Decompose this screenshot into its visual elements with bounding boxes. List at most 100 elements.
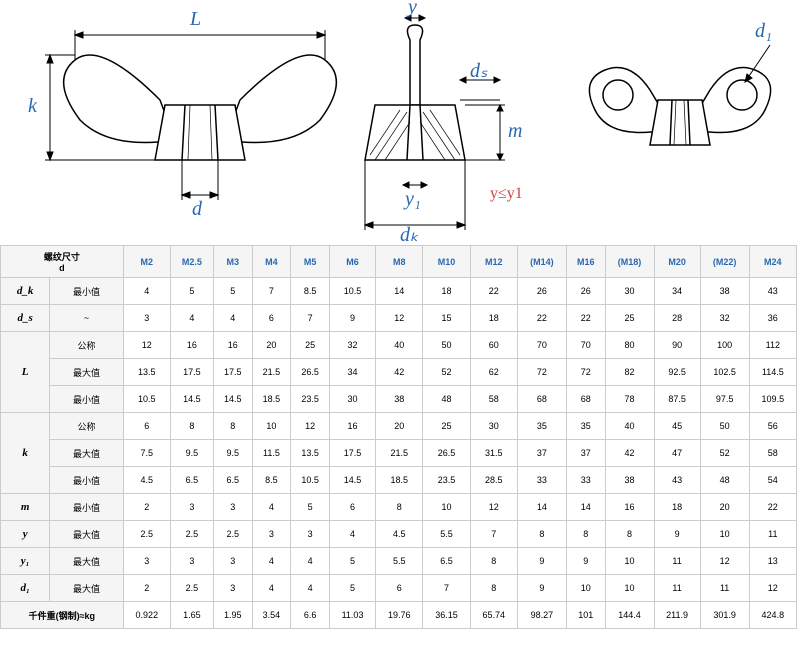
cell: 0.922 bbox=[123, 602, 170, 629]
cell: 98.27 bbox=[517, 602, 566, 629]
row-param: d_k bbox=[1, 278, 50, 305]
cell: 1.95 bbox=[213, 602, 252, 629]
cell: 37 bbox=[517, 440, 566, 467]
cell: 8 bbox=[170, 413, 213, 440]
cell: 6.5 bbox=[170, 467, 213, 494]
size-col: (M18) bbox=[605, 246, 654, 278]
cell: 38 bbox=[376, 386, 423, 413]
cell: 5 bbox=[213, 278, 252, 305]
cell: 56 bbox=[749, 413, 796, 440]
cell: 80 bbox=[605, 332, 654, 359]
cell: 10 bbox=[252, 413, 291, 440]
cell: 3 bbox=[123, 305, 170, 332]
cell: 5 bbox=[329, 575, 375, 602]
row-sub: 最小值 bbox=[50, 278, 123, 305]
cell: 5 bbox=[329, 548, 375, 575]
cell: 14 bbox=[517, 494, 566, 521]
cell: 4 bbox=[291, 548, 330, 575]
size-col: (M14) bbox=[517, 246, 566, 278]
cell: 4 bbox=[252, 575, 291, 602]
row-sub: 公称 bbox=[50, 332, 123, 359]
thread-size-header: 螺纹尺寸 d bbox=[1, 246, 124, 278]
cell: 40 bbox=[605, 413, 654, 440]
cell: 23.5 bbox=[291, 386, 330, 413]
cell: 2 bbox=[123, 575, 170, 602]
cell: 90 bbox=[654, 332, 700, 359]
cell: 25 bbox=[605, 305, 654, 332]
row-param: d₁ bbox=[1, 575, 50, 602]
size-col: M8 bbox=[376, 246, 423, 278]
cell: 92.5 bbox=[654, 359, 700, 386]
cell: 15 bbox=[423, 305, 470, 332]
cell: 2 bbox=[123, 494, 170, 521]
row-sub: 最小值 bbox=[50, 494, 123, 521]
row-param: y₁ bbox=[1, 548, 50, 575]
cell: 18 bbox=[423, 278, 470, 305]
cell: 144.4 bbox=[605, 602, 654, 629]
cell: 8 bbox=[470, 548, 517, 575]
cell: 25 bbox=[291, 332, 330, 359]
size-col: M12 bbox=[470, 246, 517, 278]
row-param: d_s bbox=[1, 305, 50, 332]
cell: 14.5 bbox=[213, 386, 252, 413]
cell: 5 bbox=[170, 278, 213, 305]
cell: 3 bbox=[213, 548, 252, 575]
cell: 72 bbox=[517, 359, 566, 386]
cell: 2.5 bbox=[170, 575, 213, 602]
cell: 8 bbox=[470, 575, 517, 602]
cell: 14.5 bbox=[170, 386, 213, 413]
cell: 16 bbox=[605, 494, 654, 521]
row-sub: 最大值 bbox=[50, 521, 123, 548]
cell: 43 bbox=[749, 278, 796, 305]
cell: 58 bbox=[470, 386, 517, 413]
cell: 6.6 bbox=[291, 602, 330, 629]
cell: 18.5 bbox=[252, 386, 291, 413]
cell: 211.9 bbox=[654, 602, 700, 629]
cell: 101 bbox=[566, 602, 605, 629]
cell: 3.54 bbox=[252, 602, 291, 629]
cell: 54 bbox=[749, 467, 796, 494]
cell: 50 bbox=[423, 332, 470, 359]
cell: 3 bbox=[170, 548, 213, 575]
cell: 9 bbox=[329, 305, 375, 332]
row-param: L bbox=[1, 332, 50, 413]
cell: 7 bbox=[291, 305, 330, 332]
cell: 10 bbox=[700, 521, 749, 548]
cell: 102.5 bbox=[700, 359, 749, 386]
cell: 8 bbox=[517, 521, 566, 548]
cell: 3 bbox=[170, 494, 213, 521]
label-ds: dₛ bbox=[470, 58, 487, 83]
cell: 9.5 bbox=[213, 440, 252, 467]
cell: 60 bbox=[470, 332, 517, 359]
cell: 13 bbox=[749, 548, 796, 575]
cell: 23.5 bbox=[423, 467, 470, 494]
dimensions-table: 螺纹尺寸 d M2M2.5M3M4M5M6M8M10M12(M14)M16(M1… bbox=[0, 245, 797, 629]
cell: 26 bbox=[517, 278, 566, 305]
cell: 11.03 bbox=[329, 602, 375, 629]
cell: 10.5 bbox=[329, 278, 375, 305]
dimensions-table-wrap: 螺纹尺寸 d M2M2.5M3M4M5M6M8M10M12(M14)M16(M1… bbox=[0, 245, 797, 629]
cell: 28 bbox=[654, 305, 700, 332]
cell: 30 bbox=[605, 278, 654, 305]
cell: 4.5 bbox=[123, 467, 170, 494]
cell: 22 bbox=[517, 305, 566, 332]
cell: 68 bbox=[566, 386, 605, 413]
cell: 35 bbox=[566, 413, 605, 440]
row-sub: 最大值 bbox=[50, 359, 123, 386]
cell: 12 bbox=[700, 548, 749, 575]
cell: 12 bbox=[291, 413, 330, 440]
cell: 7 bbox=[470, 521, 517, 548]
label-k: k bbox=[28, 95, 37, 118]
cell: 10 bbox=[423, 494, 470, 521]
cell: 4 bbox=[213, 305, 252, 332]
cell: 11 bbox=[654, 548, 700, 575]
cell: 9 bbox=[566, 548, 605, 575]
cell: 3 bbox=[252, 521, 291, 548]
cell: 38 bbox=[700, 278, 749, 305]
cell: 26.5 bbox=[291, 359, 330, 386]
size-col: M10 bbox=[423, 246, 470, 278]
cell: 70 bbox=[566, 332, 605, 359]
cell: 424.8 bbox=[749, 602, 796, 629]
cell: 6 bbox=[123, 413, 170, 440]
label-y: y bbox=[408, 0, 417, 19]
